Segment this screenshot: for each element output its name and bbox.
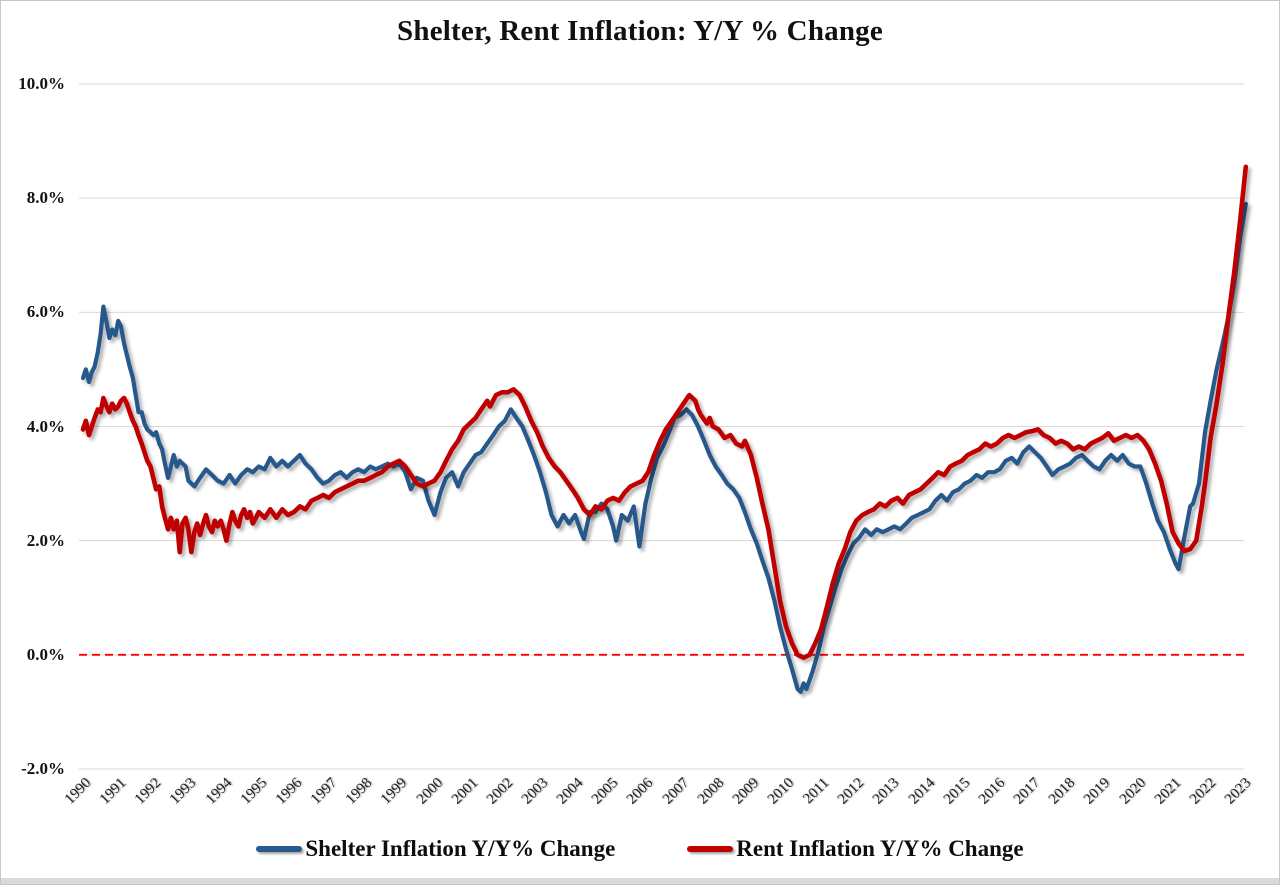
legend-label-shelter: Shelter Inflation Y/Y% Change (305, 836, 616, 861)
legend-label-rent: Rent Inflation Y/Y% Change (736, 836, 1024, 861)
gridlines (79, 83, 1244, 770)
rent-line-swatch (687, 846, 734, 852)
y-tick-label: 4.0% (26, 416, 65, 436)
y-tick-label: 6.0% (26, 302, 65, 322)
legend: Shelter Inflation Y/Y% Change Rent Infla… (1, 836, 1279, 862)
chart-title: Shelter, Rent Inflation: Y/Y % Change (397, 15, 883, 47)
series-line-rent (80, 164, 1249, 661)
shelter-line-swatch (256, 846, 303, 852)
legend-item-shelter: Shelter Inflation Y/Y% Change (256, 836, 615, 862)
series-lines (80, 164, 1249, 695)
y-tick-label: -2.0% (21, 759, 65, 778)
legend-item-rent: Rent Inflation Y/Y% Change (687, 836, 1024, 862)
y-tick-label: 2.0% (26, 530, 65, 550)
y-tick-label: 0.0% (26, 644, 65, 664)
y-tick-label: 8.0% (26, 188, 65, 208)
series-line-shelter (80, 201, 1248, 695)
bottom-border-strip (1, 878, 1279, 884)
y-tick-label: 10.0% (18, 74, 65, 93)
